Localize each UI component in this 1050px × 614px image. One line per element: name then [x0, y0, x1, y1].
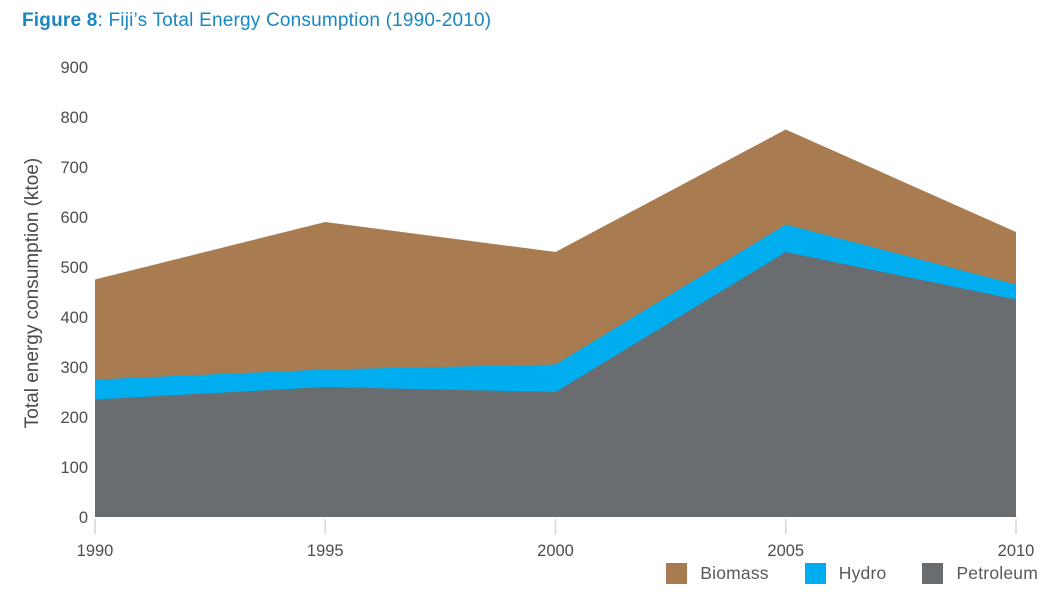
legend-item-hydro: Hydro	[804, 563, 887, 584]
x-tick-label: 2010	[998, 542, 1035, 560]
chart-areas	[95, 129, 1016, 517]
chart-legend: Biomass Hydro Petroleum	[666, 563, 1038, 584]
legend-item-biomass: Biomass	[666, 563, 769, 584]
legend-item-petroleum: Petroleum	[922, 563, 1038, 584]
hydro-swatch-icon	[804, 563, 826, 584]
x-tick-label: 1995	[307, 542, 344, 560]
legend-label: Biomass	[700, 563, 769, 583]
y-axis-title: Total energy consumption (ktoe)	[22, 158, 43, 428]
y-tick-label: 100	[60, 459, 88, 477]
legend-label: Petroleum	[956, 563, 1038, 583]
y-tick-label: 300	[60, 359, 88, 377]
petroleum-swatch-icon	[922, 563, 944, 584]
petroleum-area	[95, 252, 1016, 517]
y-tick-label: 400	[60, 309, 88, 327]
x-tick-label: 2005	[767, 542, 804, 560]
figure-title: Figure 8: Fiji’s Total Energy Consumptio…	[22, 10, 491, 32]
y-tick-label: 200	[60, 409, 88, 427]
x-axis-ticks: 1990 1995 2000 2005 2010	[77, 519, 1035, 560]
y-axis-ticks: 0 100 200 300 400 500 600 700 800 900	[60, 59, 88, 527]
y-tick-label: 800	[60, 109, 88, 127]
biomass-swatch-icon	[666, 563, 688, 584]
figure-caption: : Fiji’s Total Energy Consumption (1990-…	[97, 10, 492, 31]
figure-number: Figure 8	[22, 10, 98, 31]
y-tick-label: 500	[60, 259, 88, 277]
x-tick-label: 1990	[77, 542, 114, 560]
x-tick-label: 2000	[537, 542, 574, 560]
legend-label: Hydro	[838, 563, 887, 583]
y-tick-label: 0	[79, 509, 88, 527]
y-tick-label: 700	[60, 159, 88, 177]
y-tick-label: 900	[60, 59, 88, 77]
y-tick-label: 600	[60, 209, 88, 227]
